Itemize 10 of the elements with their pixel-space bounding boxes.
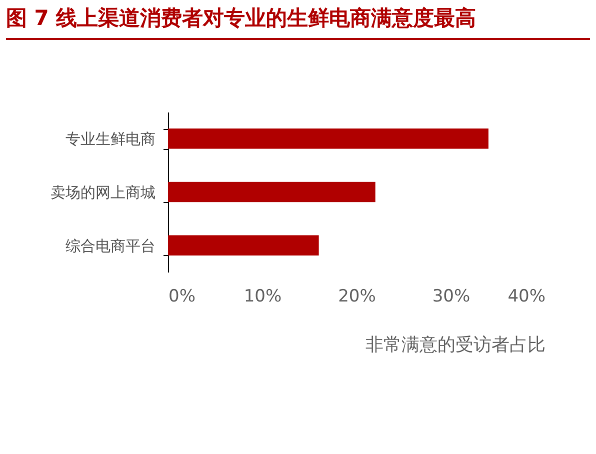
x-axis-title: 非常满意的受访者占比	[366, 334, 546, 356]
y-tick-label: 卖场的网上商城	[50, 184, 156, 202]
x-tick-label: 20%	[338, 286, 376, 306]
x-tick-label: 0%	[168, 286, 196, 306]
y-tick-label: 综合电商平台	[66, 236, 156, 255]
y-tick-label: 专业生鲜电商	[66, 130, 156, 148]
x-tick-label: 30%	[432, 286, 470, 306]
x-tick-label: 40%	[508, 286, 546, 306]
x-tick-label: 10%	[244, 286, 282, 306]
chart-title: 图 7 线上渠道消费者对专业的生鲜电商满意度最高	[6, 4, 590, 40]
